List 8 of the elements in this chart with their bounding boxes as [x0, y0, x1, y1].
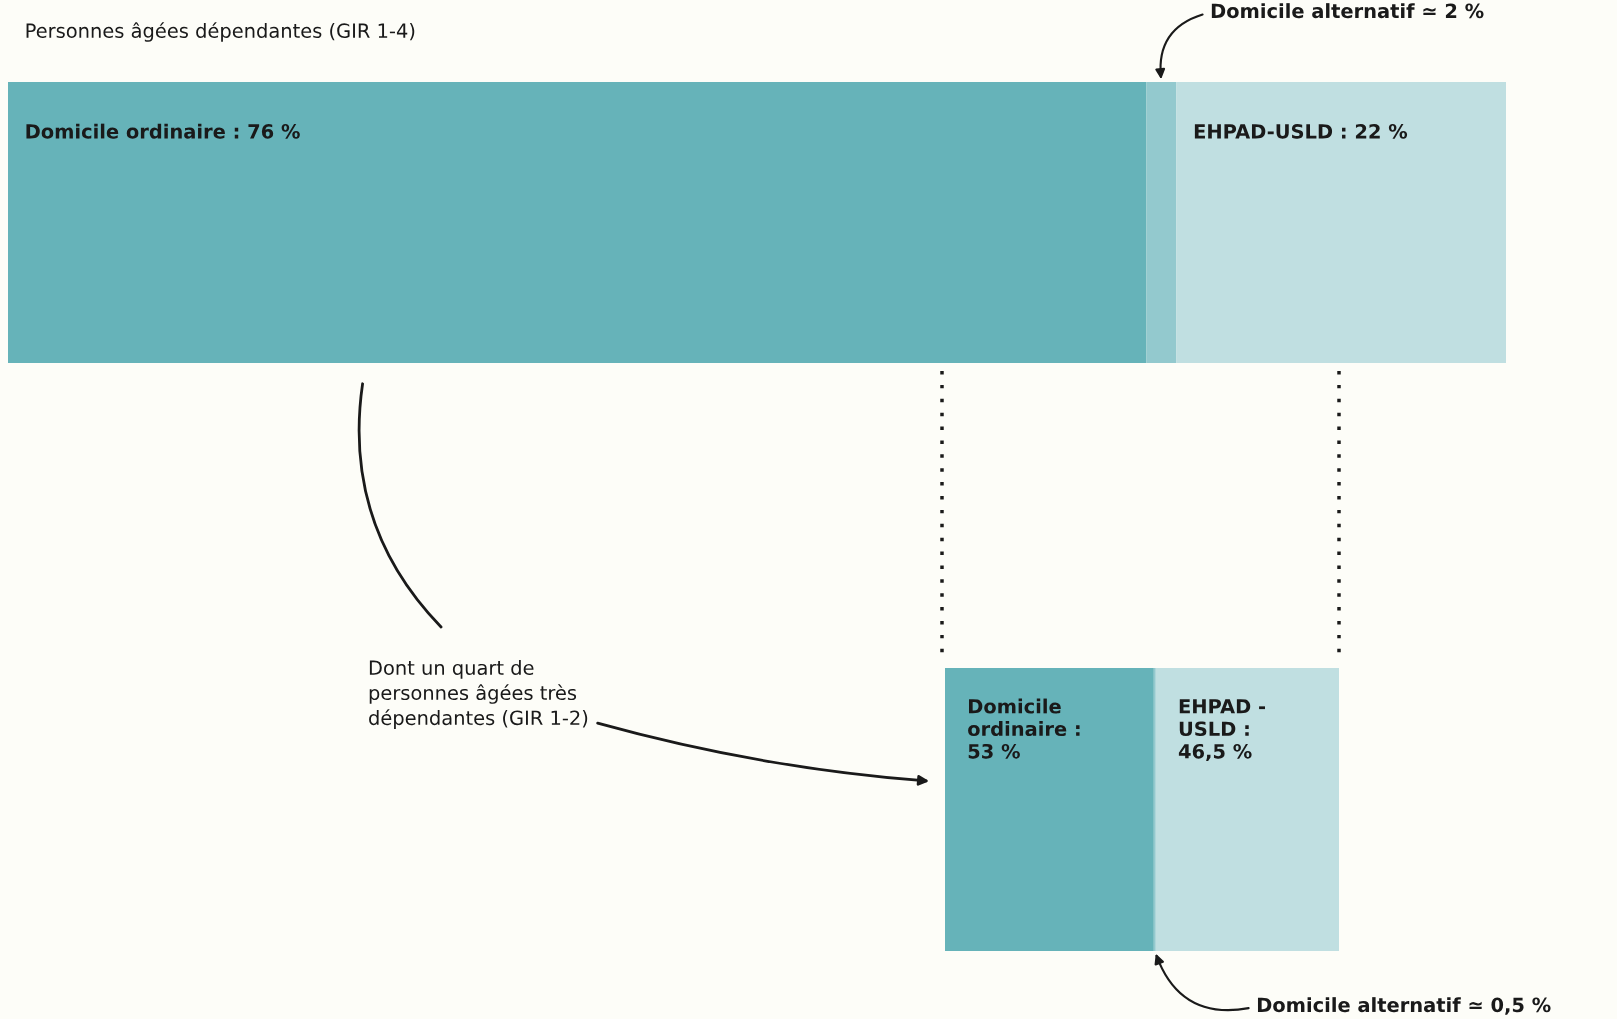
text: Dont un quart de personnes âgées très dépendantes (GIR 1-2) — [369, 660, 588, 729]
data-label: Domicile alternatif ≃ 0,5 % — [1257, 997, 1551, 1015]
data-label: EHPAD-USLD : 22 % — [1194, 124, 1408, 139]
chart-title: Personnes âgées dépendantes (GIR 1-4) — [26, 22, 415, 42]
data-label: Domicile alternatif ≃ 2 % — [1211, 3, 1484, 19]
data-label: EHPAD - USLD : 46,5 % — [1178, 699, 1266, 762]
data-label: Domicile ordinaire : 53 % — [968, 698, 1080, 759]
data-label: Domicile ordinaire : 76 % — [26, 123, 300, 139]
